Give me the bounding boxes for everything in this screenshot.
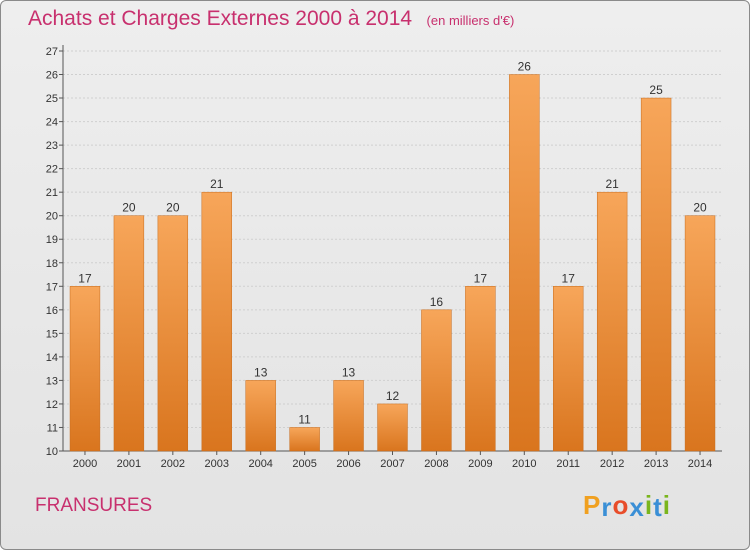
data-label: 26 bbox=[518, 60, 532, 74]
y-tick-label: 11 bbox=[47, 422, 58, 434]
data-label: 13 bbox=[254, 365, 268, 379]
bar bbox=[377, 403, 408, 452]
bar bbox=[640, 97, 672, 452]
data-label: 17 bbox=[562, 271, 576, 285]
bar bbox=[245, 380, 276, 452]
x-tick-label: 2009 bbox=[468, 458, 492, 470]
bar bbox=[509, 74, 540, 452]
bar bbox=[421, 309, 452, 452]
data-label: 21 bbox=[605, 177, 619, 191]
logo-letter: r bbox=[601, 492, 613, 522]
x-tick-label: 2001 bbox=[117, 458, 141, 470]
y-tick-label: 16 bbox=[46, 305, 58, 317]
y-tick-label: 15 bbox=[46, 328, 58, 340]
data-label: 25 bbox=[649, 83, 663, 97]
x-tick-label: 2011 bbox=[556, 458, 580, 470]
y-tick-label: 13 bbox=[46, 375, 58, 387]
logo-letter: i bbox=[662, 490, 671, 520]
data-label: 11 bbox=[298, 412, 311, 426]
y-tick-label: 14 bbox=[46, 352, 58, 364]
chart-title: Achats et Charges Externes 2000 à 2014 (… bbox=[28, 7, 514, 31]
y-tick-label: 10 bbox=[46, 446, 58, 458]
bar bbox=[69, 286, 101, 452]
y-tick-label: 17 bbox=[46, 281, 58, 293]
y-tick-label: 21 bbox=[46, 187, 58, 199]
data-label: 20 bbox=[693, 201, 707, 215]
bar bbox=[289, 427, 320, 452]
logo-letter: x bbox=[629, 492, 645, 522]
data-label: 20 bbox=[122, 201, 136, 215]
y-tick-label: 18 bbox=[46, 258, 58, 270]
data-label: 13 bbox=[342, 365, 356, 379]
bar bbox=[333, 380, 364, 452]
logo-letter: i bbox=[644, 490, 654, 520]
x-tick-label: 2012 bbox=[600, 458, 624, 470]
data-label: 21 bbox=[210, 177, 224, 191]
bar bbox=[157, 215, 189, 452]
bar bbox=[201, 191, 232, 452]
x-tick-label: 2007 bbox=[380, 458, 404, 470]
y-tick-label: 27 bbox=[46, 46, 58, 58]
bar-layer bbox=[69, 74, 716, 452]
commune-name: FRANSURES bbox=[35, 495, 153, 516]
bar bbox=[113, 215, 145, 452]
y-tick-label: 26 bbox=[46, 70, 58, 82]
bar bbox=[684, 215, 716, 452]
axis-layer: 10 11 12 13 14 15 16 17 18 19 20 21 22 23 24 25 26 27 2000… bbox=[46, 45, 722, 470]
data-label: 20 bbox=[166, 201, 180, 215]
y-tick-label: 25 bbox=[46, 93, 58, 105]
data-label: 16 bbox=[430, 295, 444, 309]
x-tick-label: 2003 bbox=[205, 458, 229, 470]
x-tick-label: 2010 bbox=[512, 458, 536, 470]
proxiti-logo: Proxiti bbox=[583, 490, 671, 522]
y-tick-label: 19 bbox=[46, 234, 58, 246]
x-tick-label: 2008 bbox=[424, 458, 448, 470]
label-layer: 17 20 20 21 13 11 13 12 16 17 26 17 21 25 20 bbox=[78, 60, 707, 427]
y-tick-label: 22 bbox=[46, 164, 58, 176]
logo-letter: o bbox=[612, 490, 630, 520]
logo-letter: P bbox=[583, 490, 602, 520]
x-tick-label: 2002 bbox=[161, 458, 185, 470]
y-tick-label: 23 bbox=[46, 140, 58, 152]
y-tick-label: 24 bbox=[46, 117, 58, 129]
data-label: 17 bbox=[474, 271, 488, 285]
x-tick-label: 2006 bbox=[336, 458, 360, 470]
y-tick-label: 12 bbox=[46, 399, 58, 411]
bar bbox=[465, 286, 496, 452]
x-tick-label: 2013 bbox=[644, 458, 668, 470]
title-text: Achats et Charges Externes 2000 à 2014 bbox=[28, 7, 413, 30]
x-tick-label: 2000 bbox=[73, 458, 97, 470]
logo-letter: t bbox=[653, 492, 663, 522]
bar bbox=[596, 191, 628, 452]
bar-chart: 10 11 12 13 14 15 16 17 18 19 20 21 22 23 24 25 26 27 2000… bbox=[46, 45, 722, 470]
data-label: 12 bbox=[386, 389, 400, 403]
x-tick-label: 2005 bbox=[292, 458, 316, 470]
bar bbox=[553, 286, 584, 452]
x-tick-label: 2014 bbox=[688, 458, 712, 470]
unit-text: (en milliers d'€) bbox=[426, 13, 515, 28]
data-label: 17 bbox=[78, 271, 92, 285]
y-tick-label: 20 bbox=[46, 211, 58, 223]
x-tick-label: 2004 bbox=[248, 458, 272, 470]
